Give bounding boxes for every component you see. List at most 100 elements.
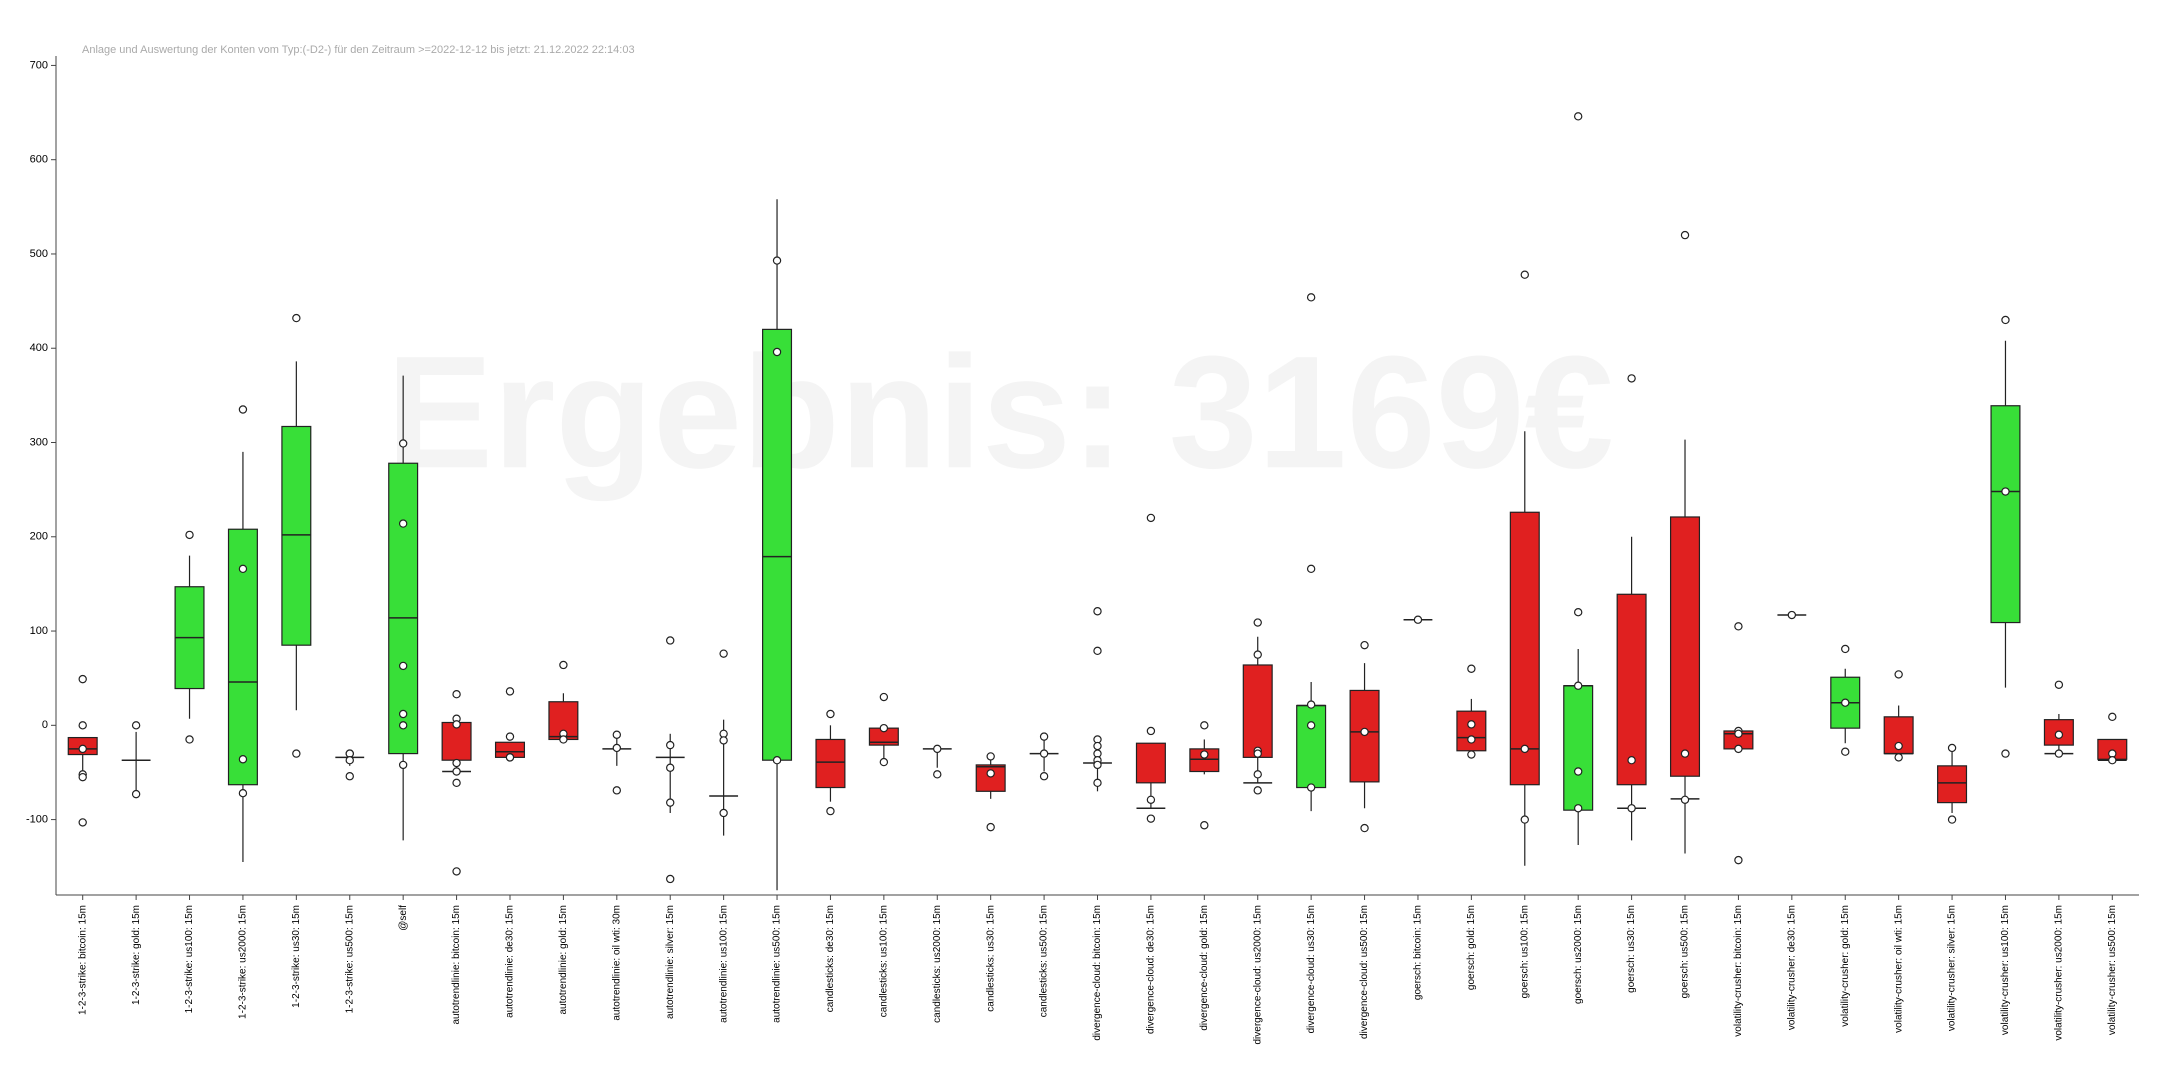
x-tick-label: candlesticks: us30: 15m [985,905,996,1012]
x-tick-label: goersch: bitcoin: 15m [1413,905,1424,1000]
point [1894,753,1903,762]
x-tick-label: divergence-cloud: de30: 15m [1146,905,1157,1034]
box [1990,405,2021,624]
x-tick-label: autotrendlinie: bitcoin: 15m [451,905,462,1025]
point [1573,112,1583,121]
point [1360,640,1369,650]
box [1349,689,1380,783]
box [975,764,1006,792]
point [452,778,461,788]
point [559,735,568,744]
point [398,661,408,671]
point [772,347,782,357]
x-tick-label: 1-2-3-strike: us500: 15m [344,905,355,1013]
point [1306,564,1316,574]
point [1841,747,1850,756]
point [1306,293,1316,302]
point [1734,729,1743,738]
y-tick-label: 400 [30,342,48,354]
box [1135,742,1166,784]
point [238,788,248,798]
x-tick-label: autotrendlinie: us500: 15m [772,905,783,1023]
point [666,740,675,750]
point [879,757,889,767]
point [1680,230,1690,240]
x-tick-label: volatility-crusher: silver: 15m [1947,905,1958,1031]
point [78,721,87,730]
point [1306,783,1316,792]
point [559,660,568,670]
point [1253,749,1262,758]
point [1200,821,1209,830]
x-tick-label: divergence-cloud: gold: 15m [1199,905,1210,1031]
point [1200,750,1209,759]
box [1296,704,1327,789]
point [1734,855,1743,865]
point [292,313,301,323]
point [398,439,408,448]
point [666,874,675,884]
point [772,256,782,265]
x-tick-label: autotrendlinie: silver: 15m [665,905,676,1019]
point [1467,750,1476,759]
point [986,769,995,778]
x-tick-label: autotrendlinie: oil wti: 30m [611,905,622,1021]
y-tick-label: -100 [26,813,48,825]
point [666,798,675,807]
y-tick-label: 600 [30,154,48,166]
point [2108,712,2117,722]
x-tick-label: goersch: us100: 15m [1519,905,1530,998]
point [1146,513,1156,523]
point [398,519,408,528]
x-tick-label: autotrendlinie: us100: 15m [718,905,729,1023]
point [2001,487,2010,496]
point [1146,814,1156,823]
point [1093,607,1102,616]
point [2001,749,2010,758]
point [1360,823,1369,833]
x-tick-label: goersch: us2000: 15m [1573,905,1584,1004]
point [666,636,675,645]
point [345,772,354,781]
x-tick-label: volatility-crusher: bitcoin: 15m [1733,905,1744,1037]
point [1413,615,1423,624]
point [826,709,835,719]
point [612,743,622,753]
point [879,692,889,702]
box [1669,516,1701,777]
point [879,723,889,733]
box [1563,685,1594,811]
x-tick-label: goersch: gold: 15m [1466,905,1477,990]
y-tick-label: 300 [30,436,48,448]
box [815,738,846,789]
point [666,763,675,772]
point [1520,815,1529,824]
point [1627,804,1636,813]
point [1253,770,1262,779]
point [1573,607,1583,617]
point [1306,700,1316,709]
point [1680,749,1690,758]
point [1093,778,1102,788]
point [1734,622,1743,631]
point [2001,315,2010,325]
point [1894,670,1903,679]
x-tick-label: 1-2-3-strike: us30: 15m [291,905,302,1008]
point [185,530,194,540]
x-tick-label: autotrendlinie: de30: 15m [505,905,516,1018]
x-tick-label: 1-2-3-strike: gold: 15m [131,905,142,1005]
point [1467,664,1476,673]
x-tick-label: volatility-crusher: us100: 15m [2000,905,2011,1035]
point [398,709,408,719]
point [185,735,194,744]
y-tick-label: 200 [30,531,48,543]
point [2054,680,2064,689]
x-tick-label: goersch: us500: 15m [1680,905,1691,998]
point [505,753,515,762]
point [1680,795,1690,804]
x-tick-label: @self [398,905,409,931]
point [345,755,354,765]
point [1520,744,1529,754]
point [1200,721,1209,730]
point [612,730,622,739]
